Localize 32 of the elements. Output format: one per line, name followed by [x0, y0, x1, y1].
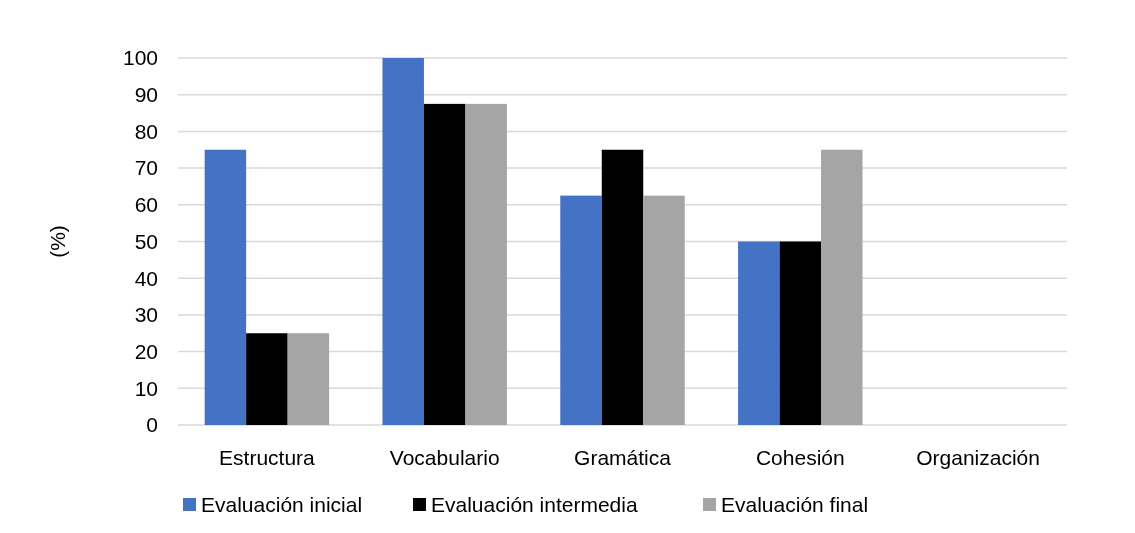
- bar: [465, 103, 507, 425]
- bar: [246, 333, 288, 425]
- y-tick-label: 80: [134, 119, 158, 143]
- x-tick-label: Organización: [916, 446, 1040, 469]
- bar: [204, 149, 247, 425]
- bar: [287, 333, 330, 425]
- bar: [382, 58, 424, 425]
- bar: [423, 103, 466, 425]
- bar: [738, 241, 780, 425]
- x-tick-label: Cohesión: [755, 446, 845, 469]
- y-tick-label: 50: [134, 229, 158, 253]
- y-tick-label: 10: [134, 376, 158, 400]
- y-tick-label: 60: [134, 193, 158, 217]
- bar: [643, 195, 685, 425]
- x-tick-label: Estructura: [219, 446, 316, 469]
- x-tick-label: Vocabulario: [389, 446, 500, 469]
- legend-label: Evaluación intermedia: [431, 493, 638, 517]
- y-axis-title: (%): [46, 225, 70, 258]
- y-tick-label: 70: [134, 156, 158, 180]
- y-tick-label: 30: [134, 303, 158, 327]
- bar: [779, 241, 822, 425]
- y-tick-label: 20: [134, 339, 158, 363]
- y-tick-label: 100: [122, 46, 158, 70]
- bar: [601, 149, 644, 425]
- y-tick-label: 90: [134, 83, 158, 107]
- legend-label: Evaluación final: [721, 493, 869, 517]
- x-tick-label: Gramática: [574, 446, 672, 469]
- bar: [821, 149, 863, 425]
- legend-label: Evaluación inicial: [201, 493, 363, 517]
- y-tick-label: 40: [134, 266, 158, 290]
- y-tick-label: 0: [146, 413, 158, 437]
- bar: [560, 195, 602, 425]
